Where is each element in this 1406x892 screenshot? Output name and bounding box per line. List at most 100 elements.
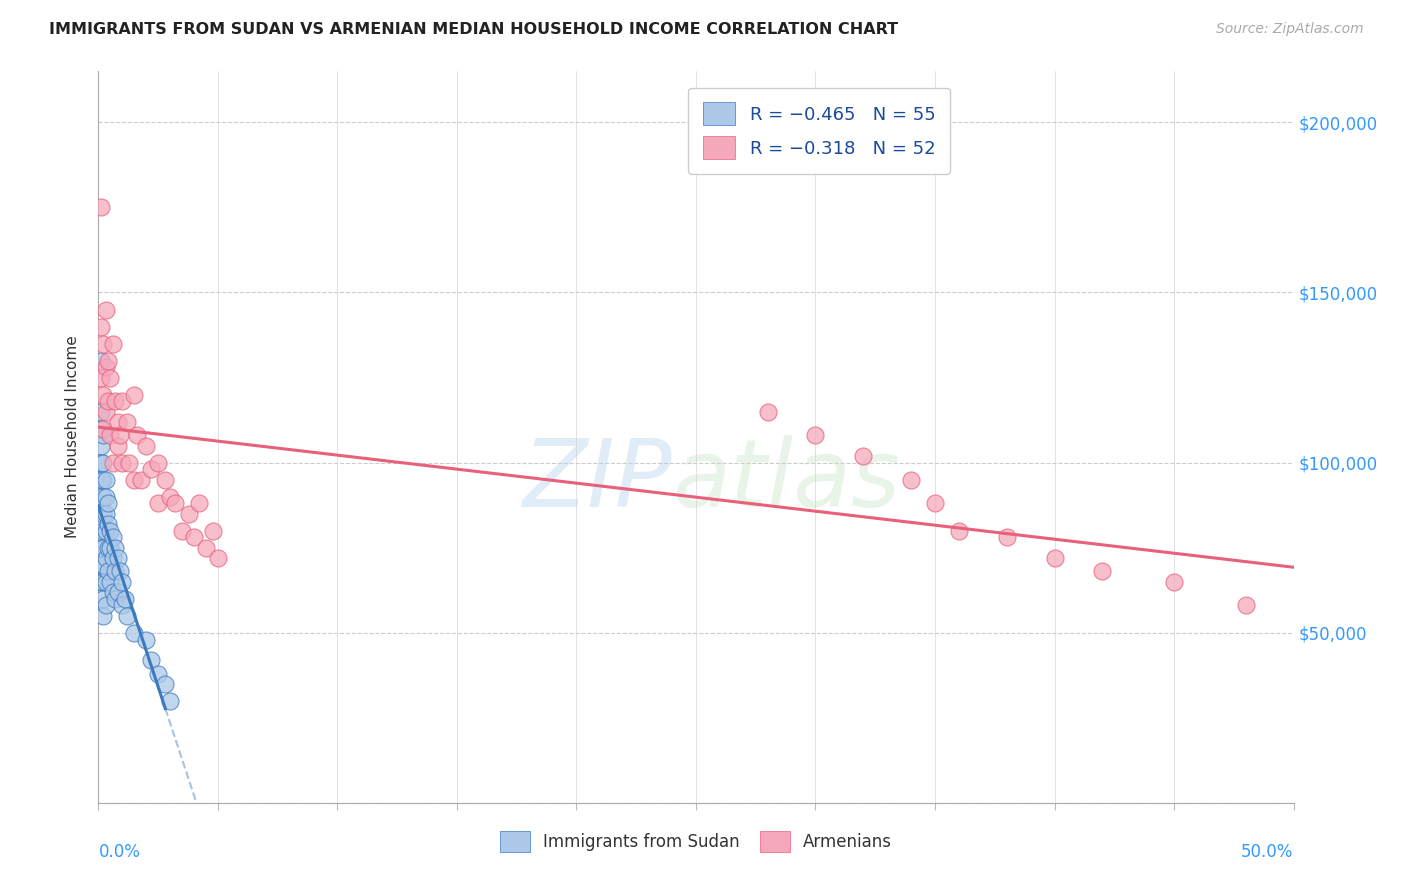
Point [139,462,162,476]
Point [90,558,112,572]
Point [97,353,120,368]
Point [114,591,136,606]
Point [98,524,122,538]
Point [90,456,112,470]
Point [91,608,114,623]
Point [1234,599,1257,613]
Point [90,421,112,435]
Text: atlas: atlas [672,435,900,526]
Point [125,428,148,442]
Point [91,524,114,538]
Point [207,550,229,565]
Point [90,541,112,555]
Point [148,666,170,681]
Point [107,415,129,429]
Point [91,456,114,470]
Point [91,387,114,401]
Point [91,591,114,606]
Point [995,531,1018,545]
Point [101,456,124,470]
Point [104,591,127,606]
Point [91,421,114,435]
Point [131,473,153,487]
Point [90,516,112,531]
Point [111,394,134,409]
Point [90,574,112,589]
Point [111,574,134,589]
Point [1163,574,1185,589]
Point [91,428,114,442]
Point [115,415,138,429]
Point [852,449,875,463]
Point [94,599,117,613]
Point [98,428,122,442]
Point [97,565,120,579]
Point [159,490,181,504]
Point [94,507,117,521]
Text: IMMIGRANTS FROM SUDAN VS ARMENIAN MEDIAN HOUSEHOLD INCOME CORRELATION CHART: IMMIGRANTS FROM SUDAN VS ARMENIAN MEDIAN… [49,22,898,37]
Point [111,456,134,470]
Point [118,456,141,470]
Point [94,360,117,375]
Point [94,490,117,504]
Point [91,490,114,504]
Point [91,541,114,555]
Point [107,439,129,453]
Point [107,585,129,599]
Point [94,550,117,565]
Point [155,677,177,691]
Point [183,531,205,545]
Text: Source: ZipAtlas.com: Source: ZipAtlas.com [1216,22,1364,37]
Point [1043,550,1066,565]
Point [104,541,127,555]
Point [98,370,122,384]
Text: 0.0%: 0.0% [98,843,141,861]
Point [90,353,112,368]
Point [104,394,127,409]
Point [804,428,827,442]
Point [155,473,177,487]
Point [91,473,114,487]
Point [756,404,779,418]
Point [101,585,124,599]
Point [98,574,122,589]
Point [924,496,946,510]
Point [97,541,120,555]
Point [94,302,117,317]
Point [135,439,157,453]
Point [90,496,112,510]
Point [187,496,209,510]
Point [115,608,138,623]
Point [139,653,162,667]
Point [172,524,194,538]
Point [163,496,186,510]
Point [948,524,970,538]
Point [159,694,181,708]
Point [91,574,114,589]
Point [98,541,122,555]
Point [97,394,120,409]
Point [90,201,112,215]
Point [97,496,120,510]
Point [104,565,127,579]
Point [90,404,112,418]
Point [1091,565,1114,579]
Point [124,387,146,401]
Point [124,625,146,640]
Point [90,439,112,453]
Point [179,507,201,521]
Point [108,428,131,442]
Point [91,558,114,572]
Point [148,456,170,470]
Point [135,632,157,647]
Point [111,599,134,613]
Point [94,574,117,589]
Point [108,565,131,579]
Point [91,336,114,351]
Point [124,473,146,487]
Text: ZIP: ZIP [523,435,672,526]
Point [148,496,170,510]
Text: 50.0%: 50.0% [1241,843,1294,861]
Point [94,404,117,418]
Point [94,473,117,487]
